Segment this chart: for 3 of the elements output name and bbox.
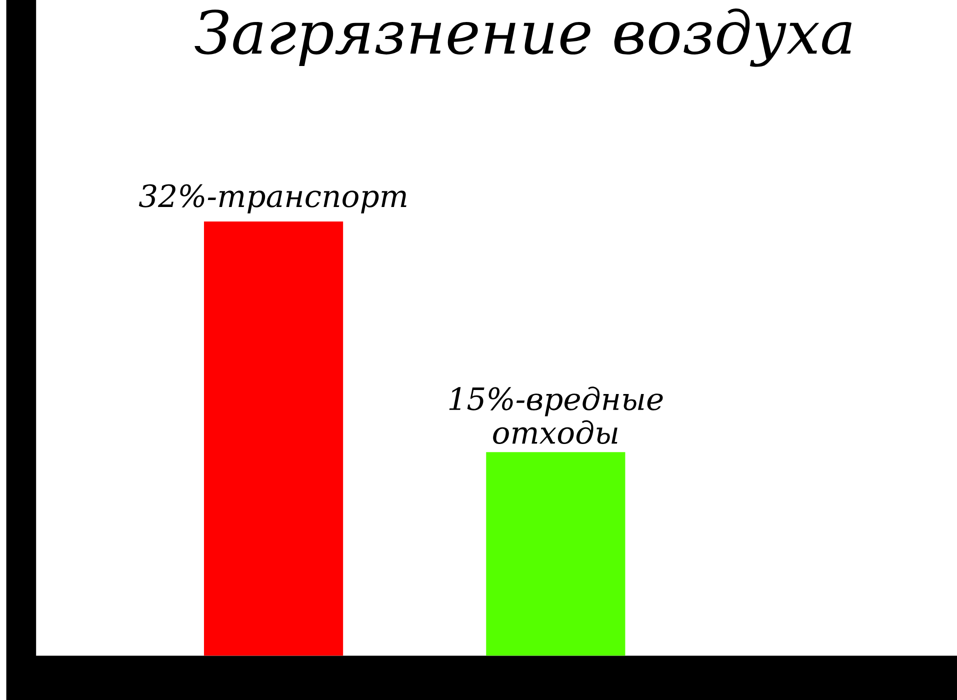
data-label: 15%-вредные отходы (449, 386, 663, 444)
chart-title: Загрязнение воздуха (194, 8, 852, 67)
data-label: 32%-транспорт (138, 184, 406, 214)
